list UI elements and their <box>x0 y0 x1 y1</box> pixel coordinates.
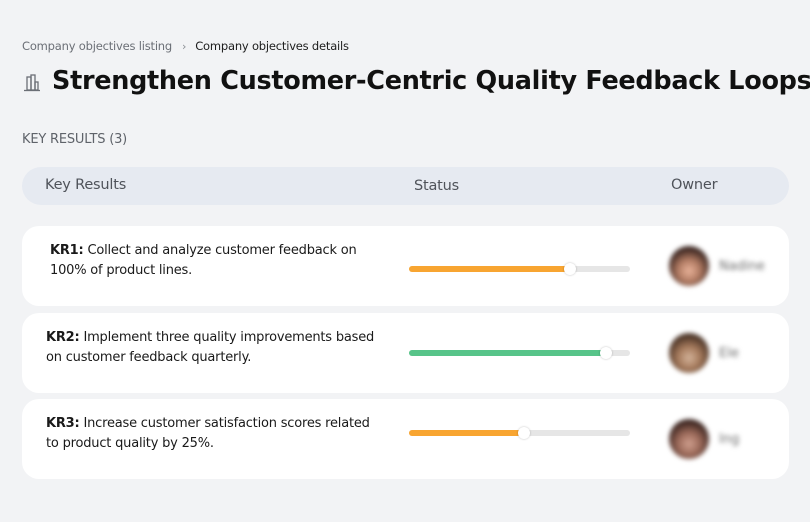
owner-name: Ele <box>719 345 739 361</box>
key-result-row[interactable]: KR1: Collect and analyze customer feedba… <box>22 226 789 306</box>
progress-bar <box>409 427 630 439</box>
avatar <box>669 419 709 459</box>
owner[interactable]: Nadine <box>669 246 765 286</box>
owner[interactable]: Ing <box>669 419 739 459</box>
key-result-row[interactable]: KR2: Implement three quality improvement… <box>22 313 789 393</box>
owner[interactable]: Ele <box>669 333 739 373</box>
progress-bar <box>409 347 630 359</box>
key-result-text: Increase customer satisfaction scores re… <box>46 416 370 451</box>
owner-name: Nadine <box>719 258 765 274</box>
breadcrumb-link-objectives-listing[interactable]: Company objectives listing <box>22 39 172 53</box>
key-result-text: Implement three quality improvements bas… <box>46 330 375 365</box>
progress-knob <box>517 427 530 439</box>
column-header-owner: Owner <box>671 177 718 193</box>
page-title: Strengthen Customer-Centric Quality Feed… <box>52 66 810 96</box>
avatar <box>669 333 709 373</box>
key-result-text: Collect and analyze customer feedback on… <box>50 243 357 278</box>
progress-fill <box>409 430 524 436</box>
progress-bar <box>409 263 630 275</box>
key-result-description: KR3: Increase customer satisfaction scor… <box>46 414 381 454</box>
column-header-key-results: Key Results <box>45 177 127 193</box>
key-result-row[interactable]: KR3: Increase customer satisfaction scor… <box>22 399 789 479</box>
breadcrumb: Company objectives listing › Company obj… <box>22 39 349 53</box>
key-result-description: KR2: Implement three quality improvement… <box>46 328 381 368</box>
building-icon <box>24 74 40 92</box>
progress-fill <box>409 350 606 356</box>
key-result-code: KR2: <box>46 330 80 345</box>
chevron-right-icon: › <box>182 39 187 53</box>
column-header-status: Status <box>414 178 460 194</box>
avatar <box>669 246 709 286</box>
key-result-code: KR3: <box>46 416 80 431</box>
progress-fill <box>409 266 571 272</box>
owner-name: Ing <box>719 431 740 447</box>
key-results-table-header: Key Results Status Owner <box>22 167 789 205</box>
key-result-code: KR1: <box>50 243 84 258</box>
breadcrumb-current-page: Company objectives details <box>195 39 349 53</box>
page-header: Strengthen Customer-Centric Quality Feed… <box>22 66 810 96</box>
key-result-description: KR1: Collect and analyze customer feedba… <box>50 241 385 281</box>
progress-knob <box>564 263 577 275</box>
progress-knob <box>599 347 612 359</box>
key-results-section-label: KEY RESULTS (3) <box>22 132 128 147</box>
